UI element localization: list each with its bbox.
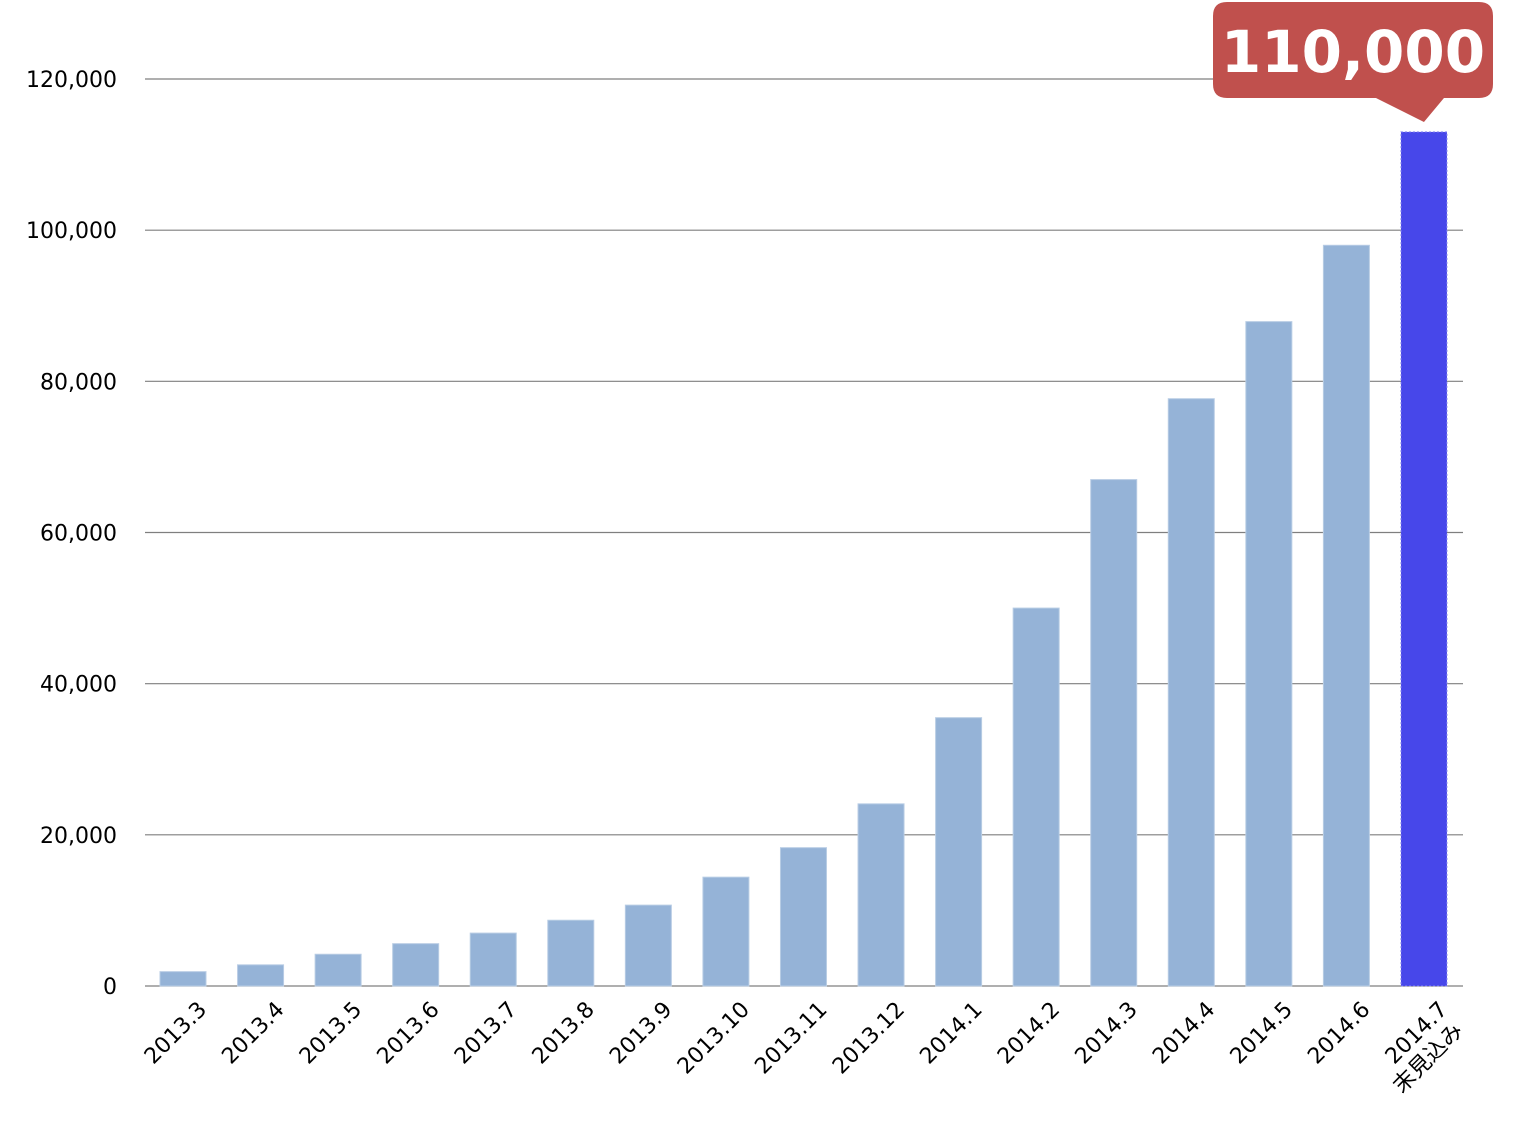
x-tick-text: 2013.12	[828, 997, 910, 1079]
x-tick-label: 2013.12	[828, 997, 910, 1079]
y-tick-label: 100,000	[26, 219, 117, 244]
x-tick-label: 2014.6	[1303, 997, 1375, 1069]
value-callout: 110,000	[1213, 2, 1493, 122]
x-tick-text: 2014.6	[1303, 997, 1375, 1069]
x-tick-label: 2013.7	[450, 997, 522, 1069]
callout-value: 110,000	[1221, 18, 1485, 86]
bar-2014.4	[1167, 398, 1215, 987]
y-tick-label: 40,000	[40, 673, 117, 698]
x-tick-text: 2013.6	[373, 997, 445, 1069]
bar-2013.7	[469, 932, 517, 987]
bar-2013.4	[237, 964, 285, 987]
x-axis-labels: 2013.3 2013.4 2013.5 2013.6 2013.7 2013.8 2013…	[140, 997, 1469, 1098]
x-tick-label: 2014.4	[1148, 997, 1220, 1069]
y-tick-label: 120,000	[26, 68, 117, 93]
gridlines	[145, 78, 1463, 987]
x-tick-label: 2014.2	[993, 997, 1065, 1069]
x-tick-label: 2014.5	[1226, 997, 1298, 1069]
x-tick-label: 2013.5	[295, 997, 367, 1069]
bar-2014.7	[1400, 131, 1448, 987]
y-tick-label: 60,000	[40, 522, 117, 547]
bar-2014.1	[935, 717, 983, 987]
x-tick-text: 2014.3	[1071, 997, 1143, 1069]
x-tick-label: 2013.4	[217, 997, 289, 1069]
x-tick-text: 2013.5	[295, 997, 367, 1069]
bar-2013.9	[624, 904, 672, 987]
bar-2014.3	[1090, 479, 1138, 987]
x-tick-text: 2013.11	[750, 997, 832, 1079]
x-tick-label: 2013.6	[373, 997, 445, 1069]
x-tick-text: 2013.3	[140, 997, 212, 1069]
x-tick-label: 2014.3	[1071, 997, 1143, 1069]
y-tick-label: 80,000	[40, 370, 117, 395]
y-axis-ticks: 0 20,000 40,000 60,000 80,000 100,000 120,000	[26, 68, 117, 1000]
bar-2013.10	[702, 876, 750, 987]
x-tick-text: 2014.5	[1226, 997, 1298, 1069]
x-tick-text: 2014.1	[915, 997, 987, 1069]
x-tick-text: 2013.4	[217, 997, 289, 1069]
x-tick-label: 2013.8	[528, 997, 600, 1069]
x-tick-label: 2013.9	[605, 997, 677, 1069]
x-tick-text: 2013.8	[528, 997, 600, 1069]
x-tick-label: 2013.10	[673, 997, 755, 1079]
bar-2014.2	[1012, 607, 1060, 987]
bars	[159, 131, 1448, 987]
bar-2013.8	[547, 919, 595, 987]
bar-2013.6	[392, 943, 440, 987]
callout-bubble	[1213, 2, 1493, 122]
x-tick-label: 2013.3	[140, 997, 212, 1069]
x-tick-text: 2014.4	[1148, 997, 1220, 1069]
bar-2013.12	[857, 803, 905, 987]
x-tick-text: 2013.10	[673, 997, 755, 1079]
y-tick-label: 0	[103, 975, 117, 1000]
bar-2014.5	[1245, 321, 1293, 987]
x-tick-label: 2014.1	[915, 997, 987, 1069]
x-tick-text: 2014.2	[993, 997, 1065, 1069]
x-tick-label: 2013.11	[750, 997, 832, 1079]
bar-2014.6	[1322, 244, 1370, 987]
x-tick-text: 2013.9	[605, 997, 677, 1069]
bar-2013.3	[159, 971, 207, 987]
y-tick-label: 20,000	[40, 824, 117, 849]
bar-2013.5	[314, 953, 362, 987]
x-tick-text: 2013.7	[450, 997, 522, 1069]
bar-2013.11	[779, 847, 827, 987]
